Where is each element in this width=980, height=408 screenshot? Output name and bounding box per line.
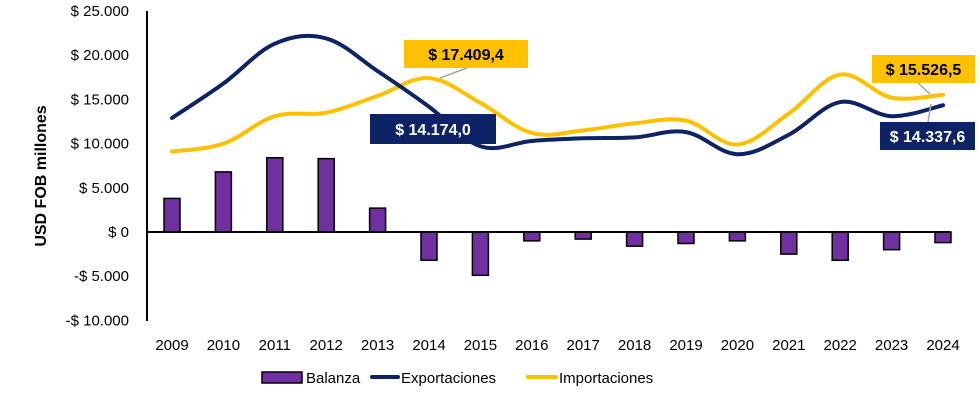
- y-tick-label: -$ 5.000: [74, 268, 129, 285]
- bar-balanza: [523, 231, 541, 242]
- data-label-box: [404, 40, 528, 68]
- y-tick-label: -$ 10.000: [66, 312, 129, 329]
- bar-balanza: [266, 156, 284, 233]
- x-axis-ticks: 2009 2010 2011 2012 2013 2014 2015 2016 2017 2018…: [155, 337, 959, 354]
- line-importaciones: [170, 72, 945, 154]
- series-lines: [170, 33, 945, 157]
- data-labels: $ 17.409,4 $ 14.174,0 $ 15.526,5 $ 14.337,6: [370, 40, 975, 150]
- data-label: $ 17.409,4: [428, 47, 504, 64]
- bar-balanza: [831, 231, 849, 262]
- x-tick-label: 2014: [412, 337, 445, 354]
- x-tick-label: 2010: [207, 337, 240, 354]
- data-label: $ 14.337,6: [890, 129, 966, 146]
- y-tick-label: $ 15.000: [71, 91, 129, 108]
- x-tick-label: 2015: [464, 337, 497, 354]
- leader-line: [439, 67, 468, 79]
- legend-label-importaciones: Importaciones: [559, 370, 653, 387]
- bar-balanza: [625, 231, 644, 247]
- y-tick-label: $ 0: [108, 224, 129, 241]
- x-tick-label: 2020: [721, 337, 754, 354]
- bars-balanza: [163, 156, 952, 277]
- x-tick-label: 2019: [669, 337, 702, 354]
- legend: Balanza Exportaciones Importaciones: [261, 370, 653, 387]
- x-tick-label: 2024: [926, 337, 959, 354]
- line-exportaciones: [170, 33, 945, 157]
- legend-swatch-balanza: [261, 371, 303, 384]
- x-tick-label: 2012: [310, 337, 343, 354]
- bar-balanza: [677, 231, 695, 245]
- bar-balanza: [934, 231, 952, 244]
- data-label-box: [880, 122, 975, 150]
- legend-label-exportaciones: Exportaciones: [401, 370, 496, 387]
- bar-balanza: [471, 231, 490, 277]
- bar-balanza: [728, 231, 747, 242]
- x-tick-label: 2016: [515, 337, 548, 354]
- x-tick-label: 2023: [875, 337, 908, 354]
- data-label-box: [370, 114, 496, 144]
- data-label: $ 15.526,5: [886, 62, 962, 79]
- bar-balanza: [368, 207, 387, 233]
- leader-line: [917, 82, 931, 95]
- bar-balanza: [780, 231, 798, 255]
- x-tick-label: 2017: [567, 337, 600, 354]
- x-tick-label: 2009: [155, 337, 188, 354]
- data-label-box: [872, 55, 975, 83]
- y-tick-label: $ 20.000: [71, 47, 129, 64]
- x-tick-label: 2013: [361, 337, 394, 354]
- x-tick-label: 2022: [824, 337, 857, 354]
- x-tick-label: 2021: [772, 337, 805, 354]
- x-tick-label: 2018: [618, 337, 651, 354]
- y-tick-label: $ 25.000: [71, 3, 129, 20]
- leader-line: [927, 103, 932, 123]
- x-tick-label: 2011: [259, 337, 291, 354]
- data-label: $ 14.174,0: [395, 122, 471, 139]
- legend-label-balanza: Balanza: [306, 370, 361, 387]
- y-tick-label: $ 10.000: [71, 136, 129, 153]
- y-axis-title: USD FOB millones: [33, 105, 50, 246]
- bar-balanza: [163, 197, 181, 233]
- bar-balanza: [882, 231, 901, 251]
- bar-balanza: [317, 157, 335, 233]
- bar-balanza: [574, 231, 592, 240]
- y-axis-ticks: $ 25.000 $ 20.000 $ 15.000 $ 10.000 $ 5.000 $…: [66, 3, 129, 329]
- bar-balanza: [214, 171, 233, 233]
- y-tick-label: $ 5.000: [79, 180, 129, 197]
- bar-balanza: [420, 231, 438, 262]
